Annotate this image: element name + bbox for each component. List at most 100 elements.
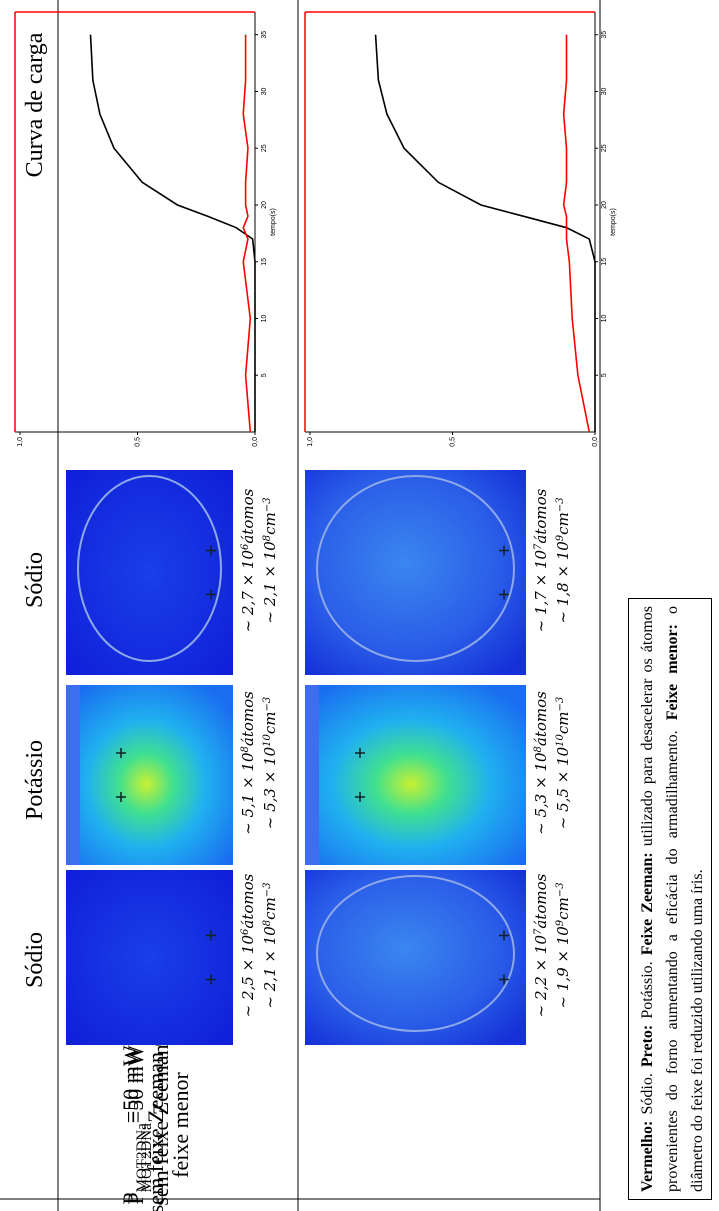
ann-sup: 6 <box>240 543 251 550</box>
ann-pre: ~ 1,9 × 10 <box>554 926 572 1009</box>
ann-post: cm <box>261 897 279 920</box>
x-tick-label: 30 <box>601 87 608 95</box>
table-graphics: SódioPotássioSódioCurva de cargaPMOT2DNa… <box>0 0 719 1211</box>
camera-image <box>66 685 233 865</box>
row-label-line: sem feixe Zeeman <box>148 1044 173 1205</box>
annotation-atoms: ~ 2,2 × 107átomos <box>532 873 550 1017</box>
caption-text: Feixe menor: <box>664 624 681 720</box>
ann-sup: 7 <box>533 543 544 550</box>
ann-sup: 8 <box>240 746 251 752</box>
x-tick-label: 25 <box>601 144 608 152</box>
x-tick-label: 15 <box>261 258 268 266</box>
camera-image <box>66 870 233 1045</box>
ann-pre: ~ 2,2 × 10 <box>532 935 550 1018</box>
image-cut <box>305 685 319 865</box>
caption: Vermelho: Sódio. Preto: Potássio. Feixe … <box>628 598 712 1200</box>
ann-post: átomos <box>239 488 257 543</box>
ann-sup: 10 <box>262 733 273 746</box>
series-line <box>376 35 595 432</box>
ann-pre: ~ 5,1 × 10 <box>239 752 257 835</box>
ann-pre: ~ 2,7 × 10 <box>239 550 257 633</box>
ann-post: átomos <box>239 873 257 928</box>
ann-post: átomos <box>239 691 257 746</box>
x-tick-label: 35 <box>261 31 268 39</box>
ann-sup: 9 <box>555 919 566 926</box>
ann-sup2: −3 <box>555 882 566 897</box>
ann-pre: ~ 5,5 × 10 <box>554 746 572 829</box>
caption-text: Potássio. <box>639 955 656 1025</box>
caption-text: Sódio. <box>639 1067 656 1121</box>
caption-text: Preto: <box>639 1025 656 1067</box>
ann-pre: ~ 1,8 × 10 <box>554 541 572 624</box>
ann-pre: ~ 1,7 × 10 <box>532 550 550 633</box>
x-axis-label: tempo(s) <box>610 208 617 236</box>
x-tick-label: 5 <box>261 373 268 377</box>
y-tick-label: 0,0 <box>592 437 599 447</box>
label-main: P <box>123 1192 148 1204</box>
annotation-atoms: ~ 1,7 × 107átomos <box>532 488 550 632</box>
ann-sup2: −3 <box>555 697 566 712</box>
column-header: Sódio <box>22 932 48 988</box>
y-tick-label: 0,5 <box>450 437 457 447</box>
y-tick-label: 1,0 <box>307 437 314 447</box>
label-rest: =50 mW <box>123 1045 148 1123</box>
y-tick-label: 0,0 <box>252 437 259 447</box>
ann-sup: 9 <box>555 534 566 541</box>
annotation-density: ~ 5,5 × 1010cm−3 <box>554 697 572 830</box>
x-tick-label: 20 <box>601 201 608 209</box>
ann-pre: ~ 5,3 × 10 <box>261 746 279 829</box>
ann-pre: ~ 2,1 × 10 <box>261 541 279 624</box>
ann-post: cm <box>554 897 572 920</box>
annotation-atoms: ~ 5,1 × 108átomos <box>239 691 257 835</box>
annotation-atoms: ~ 2,7 × 106átomos <box>239 488 257 632</box>
ann-sup: 8 <box>262 535 273 541</box>
ann-post: átomos <box>532 873 550 928</box>
camera-image <box>305 470 526 675</box>
annotation-density: ~ 2,1 × 108cm−3 <box>261 882 279 1008</box>
x-tick-label: 10 <box>601 314 608 322</box>
annotation-density: ~ 1,9 × 109cm−3 <box>554 882 572 1008</box>
x-tick-label: 20 <box>261 201 268 209</box>
annotation-atoms: ~ 2,5 × 106átomos <box>239 873 257 1017</box>
x-axis-label: tempo(s) <box>270 208 277 236</box>
camera-image <box>305 685 526 865</box>
caption-text: Vermelho: <box>639 1121 656 1192</box>
ann-pre: ~ 2,1 × 10 <box>261 926 279 1009</box>
ann-post: cm <box>261 712 279 735</box>
ann-sup: 8 <box>262 920 273 926</box>
ann-post: cm <box>554 712 572 735</box>
ann-sup2: −3 <box>262 497 273 512</box>
image-cut <box>66 685 80 865</box>
ann-sup: 10 <box>555 733 566 746</box>
caption-text: Feixe Zeeman: <box>639 852 656 955</box>
annotation-atoms: ~ 5,3 × 108átomos <box>532 691 550 835</box>
x-tick-label: 25 <box>261 144 268 152</box>
ann-sup2: −3 <box>262 697 273 712</box>
x-tick-label: 30 <box>261 87 268 95</box>
ann-sup: 6 <box>240 928 251 935</box>
ann-post: átomos <box>532 691 550 746</box>
column-header: Potássio <box>22 740 48 820</box>
ann-pre: ~ 2,5 × 10 <box>239 935 257 1018</box>
series-line <box>91 35 256 432</box>
ann-post: átomos <box>532 488 550 543</box>
ann-pre: ~ 5,3 × 10 <box>532 752 550 835</box>
column-header: Curva de carga <box>22 32 48 177</box>
camera-image <box>305 870 526 1045</box>
ann-sup: 7 <box>533 928 544 935</box>
annotation-density: ~ 5,3 × 1010cm−3 <box>261 697 279 830</box>
x-tick-label: 10 <box>261 314 268 322</box>
ann-sup2: −3 <box>262 882 273 897</box>
x-tick-label: 5 <box>601 373 608 377</box>
y-tick-label: 0,5 <box>135 437 142 447</box>
ann-sup2: −3 <box>555 497 566 512</box>
annotation-density: ~ 1,8 × 109cm−3 <box>554 497 572 623</box>
column-header: Sódio <box>22 552 48 608</box>
camera-image <box>66 470 233 675</box>
ann-sup: 8 <box>533 746 544 752</box>
x-tick-label: 15 <box>601 258 608 266</box>
page: {"table":{"header":["Sódio","Potássio","… <box>0 0 719 1211</box>
ann-post: cm <box>554 512 572 535</box>
ann-post: cm <box>261 512 279 535</box>
rotated-page: SódioPotássioSódioCurva de cargaPMOT2DNa… <box>0 0 719 1211</box>
